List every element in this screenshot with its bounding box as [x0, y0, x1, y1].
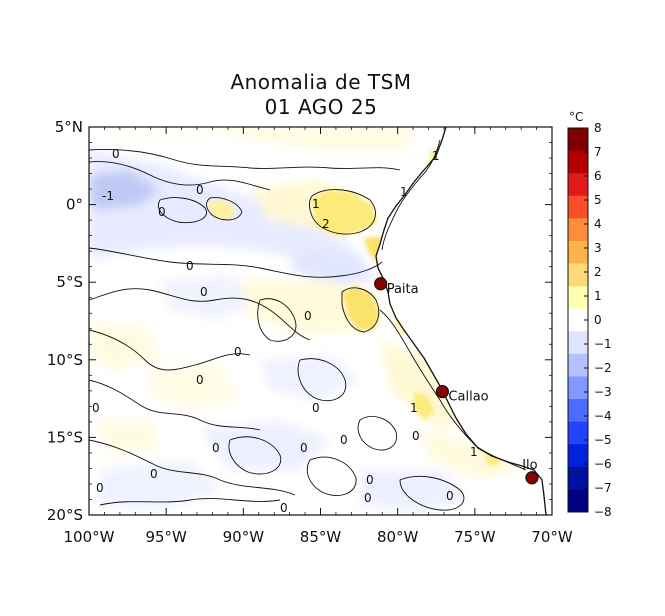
contour-label: 0: [340, 433, 348, 447]
map-title: Anomalia de TSM: [230, 70, 412, 94]
contour-label: 0: [364, 491, 372, 505]
contour-label: 0: [280, 501, 288, 515]
colorbar-tick-label: 5: [594, 193, 602, 207]
contour-label: 0: [312, 401, 320, 415]
contour-label: 0: [186, 259, 194, 273]
contour-label: 0: [196, 373, 204, 387]
colorbar-tick-label: −4: [594, 409, 612, 423]
colorbar-tick-label: −6: [594, 457, 612, 471]
contour-label: 1: [432, 149, 440, 163]
colorbar-swatch: [568, 286, 588, 310]
colorbar-swatch: [568, 263, 588, 287]
y-tick-label: 5°S: [56, 273, 83, 291]
colorbar-swatch: [568, 195, 588, 219]
contour-label: -1: [102, 189, 114, 203]
x-tick-label: 80°W: [377, 528, 419, 546]
colorbar: °C 8 7 6 5 4 3 2 1 0 −1 −2 −3 −4 −5 −6 −7 −8: [567, 110, 612, 519]
map-date: 01 AGO 25: [264, 95, 378, 119]
colorbar-blocks: [568, 128, 588, 513]
colorbar-swatch: [568, 308, 588, 332]
contour-label: 0: [196, 183, 204, 197]
y-tick-label: 15°S: [47, 428, 83, 446]
colorbar-tick-label: 3: [594, 241, 602, 255]
contour-label: 0: [150, 467, 158, 481]
city-markers: Paita Callao Ilo: [374, 277, 539, 485]
colorbar-swatch: [568, 331, 588, 355]
city-label-ilo: Ilo: [522, 458, 537, 473]
contour-label: 0: [234, 345, 242, 359]
contour-label: 1: [400, 185, 408, 199]
colorbar-unit: °C: [569, 110, 583, 124]
contour-label: 0: [200, 285, 208, 299]
colorbar-tick-label: 4: [594, 217, 602, 231]
colorbar-swatch: [568, 353, 588, 377]
colorbar-ticks: 8 7 6 5 4 3 2 1 0 −1 −2 −3 −4 −5 −6 −7 −8: [584, 121, 612, 519]
y-tick-label: 0°: [66, 196, 83, 214]
x-tick-label: 95°W: [145, 528, 187, 546]
contour-label: 0: [304, 309, 312, 323]
colorbar-tick-label: 0: [594, 313, 602, 327]
contour-label: 1: [410, 401, 418, 415]
contour-label: 0: [158, 205, 166, 219]
x-tick-label: 85°W: [300, 528, 342, 546]
y-tick-label: 20°S: [47, 506, 83, 524]
contour-labels: 0 0 0 0 0 0 0 0 0 0 0 0 0 0 0 0 0 0 0 0 …: [92, 147, 478, 515]
city-marker-ilo: [525, 471, 539, 485]
contour-label: 0: [412, 429, 420, 443]
contour-label: 1: [312, 197, 320, 211]
colorbar-tick-label: −2: [594, 361, 612, 375]
contour-label: 0: [112, 147, 120, 161]
colorbar-swatch: [568, 421, 588, 445]
colorbar-tick-label: 2: [594, 265, 602, 279]
axis-ticks: [88, 126, 553, 516]
colorbar-swatch: [568, 489, 588, 513]
colorbar-swatch: [568, 150, 588, 174]
colorbar-swatch: [568, 376, 588, 400]
colorbar-tick-label: −8: [594, 505, 612, 519]
contour-label: 1: [470, 445, 478, 459]
contour-label: 2: [322, 217, 330, 231]
contour-label: 0: [96, 481, 104, 495]
y-tick-label: 10°S: [47, 351, 83, 369]
contour-label: 0: [212, 441, 220, 455]
contour-label: 0: [366, 473, 374, 487]
south-america-land: [376, 127, 552, 515]
colorbar-swatch: [568, 218, 588, 242]
city-label-paita: Paita: [387, 282, 419, 297]
contour-label: 0: [446, 489, 454, 503]
colorbar-swatch: [568, 128, 588, 152]
colorbar-swatch: [568, 444, 588, 468]
colorbar-tick-label: −7: [594, 481, 612, 495]
x-tick-label: 90°W: [223, 528, 265, 546]
anomaly-field: 0 0 0 0 0 0 0 0 0 0 0 0 0 0 0 0 0 0 0 0 …: [89, 127, 552, 515]
colorbar-swatch: [568, 399, 588, 423]
x-tick-label: 100°W: [64, 528, 115, 546]
colorbar-tick-label: 8: [594, 121, 602, 135]
city-label-callao: Callao: [448, 390, 488, 405]
city-marker-callao: [435, 385, 450, 399]
colorbar-tick-label: −1: [594, 337, 612, 351]
contour-label: 0: [92, 401, 100, 415]
coastline: [375, 127, 547, 515]
colorbar-tick-label: −5: [594, 433, 612, 447]
y-tick-label: 5°N: [55, 118, 83, 136]
contour-lines: [89, 139, 527, 511]
contour-label: 0: [300, 441, 308, 455]
colorbar-tick-label: 6: [594, 169, 602, 183]
x-tick-label: 70°W: [531, 528, 573, 546]
axis-labels: 100°W 95°W 90°W 85°W 80°W 75°W 70°W 5°N 0° 5°S 10°…: [47, 118, 573, 546]
x-tick-label: 75°W: [454, 528, 496, 546]
colorbar-tick-label: −3: [594, 385, 612, 399]
colorbar-swatch: [568, 240, 588, 265]
colorbar-tick-label: 1: [594, 289, 602, 303]
city-marker-paita: [374, 277, 388, 291]
colorbar-swatch: [568, 173, 588, 197]
colorbar-tick-label: 7: [594, 145, 602, 159]
colorbar-swatch: [568, 466, 588, 490]
